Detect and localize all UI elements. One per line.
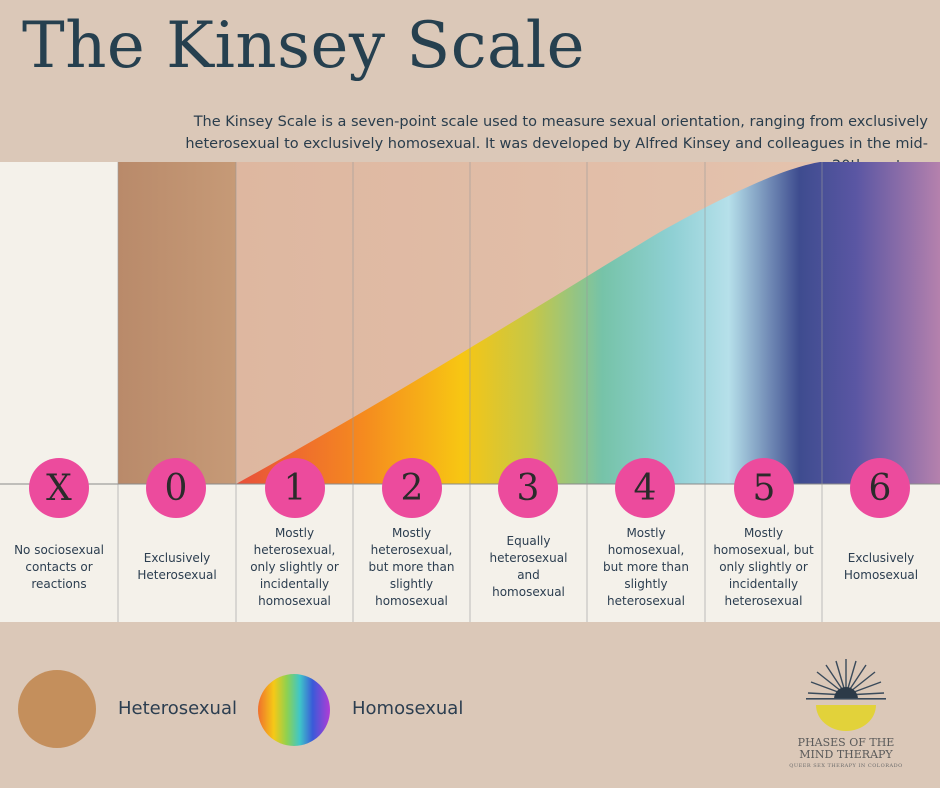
- homosexual-legend-label: Homosexual: [352, 698, 464, 719]
- phases-of-the-mind-logo: PHASES OF THE MIND THERAPY QUEER SEX THE…: [776, 655, 916, 775]
- label-2: Mostly heterosexual, but more than sligh…: [368, 525, 455, 608]
- logo-name-line2: MIND THERAPY: [799, 748, 893, 761]
- kinsey-scale-diagram: X 0 1 2 3 4 5 6 No sociosexual contacts …: [0, 162, 940, 622]
- column-x: [0, 162, 118, 622]
- column-0: [118, 162, 236, 484]
- marker-5: 5: [734, 458, 794, 518]
- logo-tagline: QUEER SEX THERAPY IN COLORADO: [789, 763, 903, 769]
- label-4: Mostly homosexual, but more than slightl…: [603, 525, 689, 608]
- marker-6: 6: [850, 458, 910, 518]
- marker-3: 3: [498, 458, 558, 518]
- heterosexual-swatch: [18, 670, 96, 748]
- marker-1: 1: [265, 458, 325, 518]
- label-5: Mostly homosexual, but only slightly or …: [713, 525, 814, 608]
- label-0: Exclusively Heterosexual: [137, 551, 217, 582]
- logo-name: PHASES OF THE MIND THERAPY: [776, 737, 916, 761]
- label-6: Exclusively Homosexual: [843, 551, 919, 582]
- marker-0: 0: [146, 458, 206, 518]
- heterosexual-legend-label: Heterosexual: [118, 698, 237, 719]
- page-title: The Kinsey Scale: [22, 9, 586, 83]
- homosexual-gradient-area: [236, 162, 940, 484]
- logo-name-line1: PHASES OF THE: [797, 736, 895, 749]
- marker-4: 4: [615, 458, 675, 518]
- label-3: Equally heterosexual and homosexual: [489, 534, 568, 599]
- label-1: Mostly heterosexual, only slightly or in…: [250, 525, 339, 608]
- sun-logo-icon: [806, 659, 886, 731]
- column-dividers: [117, 162, 823, 622]
- marker-x: X: [29, 458, 89, 518]
- label-x: No sociosexual contacts or reactions: [14, 542, 104, 591]
- homosexual-swatch: [258, 674, 330, 746]
- marker-2: 2: [382, 458, 442, 518]
